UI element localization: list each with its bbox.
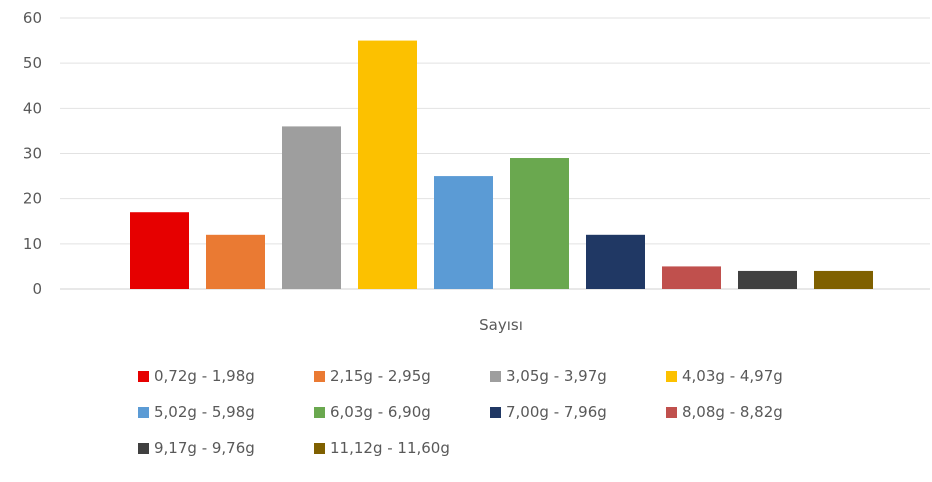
legend-item: 5,02g - 5,98g bbox=[138, 403, 314, 421]
legend-item: 6,03g - 6,90g bbox=[314, 403, 490, 421]
legend-label: 2,15g - 2,95g bbox=[330, 367, 431, 385]
legend-label: 11,12g - 11,60g bbox=[330, 439, 450, 457]
legend-label: 0,72g - 1,98g bbox=[154, 367, 255, 385]
y-tick-label: 0 bbox=[32, 280, 42, 298]
legend-item: 8,08g - 8,82g bbox=[666, 403, 842, 421]
bars bbox=[130, 40, 873, 290]
legend-label: 6,03g - 6,90g bbox=[330, 403, 431, 421]
legend-swatch bbox=[490, 406, 501, 418]
y-tick-label: 50 bbox=[23, 54, 42, 72]
x-axis-label: Sayısı bbox=[479, 316, 523, 334]
bar bbox=[130, 212, 189, 289]
legend-row: 5,02g - 5,98g 6,03g - 6,90g 7,00g - 7,96g 8… bbox=[138, 394, 898, 430]
legend-label: 8,08g - 8,82g bbox=[682, 403, 783, 421]
legend-item: 7,00g - 7,96g bbox=[490, 403, 666, 421]
bar bbox=[358, 40, 417, 290]
bar bbox=[206, 234, 265, 289]
legend-swatch bbox=[314, 406, 325, 418]
legend-swatch bbox=[490, 370, 501, 382]
legend: 0,72g - 1,98g 2,15g - 2,95g 3,05g - 3,97g 4… bbox=[138, 358, 898, 466]
bar bbox=[510, 158, 569, 289]
legend-item: 9,17g - 9,76g bbox=[138, 439, 314, 457]
bar bbox=[662, 266, 721, 289]
bar bbox=[814, 270, 873, 289]
legend-item: 2,15g - 2,95g bbox=[314, 367, 490, 385]
legend-row: 0,72g - 1,98g 2,15g - 2,95g 3,05g - 3,97g 4… bbox=[138, 358, 898, 394]
legend-label: 7,00g - 7,96g bbox=[506, 403, 607, 421]
legend-swatch bbox=[138, 370, 149, 382]
legend-item: 11,12g - 11,60g bbox=[314, 439, 490, 457]
y-tick-label: 20 bbox=[23, 190, 42, 208]
bar bbox=[586, 234, 645, 289]
legend-swatch bbox=[666, 370, 677, 382]
y-tick-label: 60 bbox=[23, 9, 42, 27]
bar-chart: 0 10 20 30 40 50 60 Sayısı bbox=[23, 9, 930, 334]
legend-label: 5,02g - 5,98g bbox=[154, 403, 255, 421]
legend-swatch bbox=[138, 442, 149, 454]
legend-row: 9,17g - 9,76g 11,12g - 11,60g bbox=[138, 430, 898, 466]
y-tick-label: 30 bbox=[23, 145, 42, 163]
legend-label: 4,03g - 4,97g bbox=[682, 367, 783, 385]
legend-item: 4,03g - 4,97g bbox=[666, 367, 842, 385]
y-tick-label: 40 bbox=[23, 99, 42, 117]
bar bbox=[434, 176, 493, 289]
gridlines bbox=[60, 17, 930, 290]
legend-label: 9,17g - 9,76g bbox=[154, 439, 255, 457]
bar bbox=[282, 126, 341, 290]
legend-item: 0,72g - 1,98g bbox=[138, 367, 314, 385]
legend-swatch bbox=[666, 406, 677, 418]
legend-swatch bbox=[314, 370, 325, 382]
legend-label: 3,05g - 3,97g bbox=[506, 367, 607, 385]
bar bbox=[738, 270, 797, 289]
legend-swatch bbox=[138, 406, 149, 418]
y-axis: 0 10 20 30 40 50 60 bbox=[23, 9, 42, 298]
y-tick-label: 10 bbox=[23, 235, 42, 253]
legend-item: 3,05g - 3,97g bbox=[490, 367, 666, 385]
legend-swatch bbox=[314, 442, 325, 454]
